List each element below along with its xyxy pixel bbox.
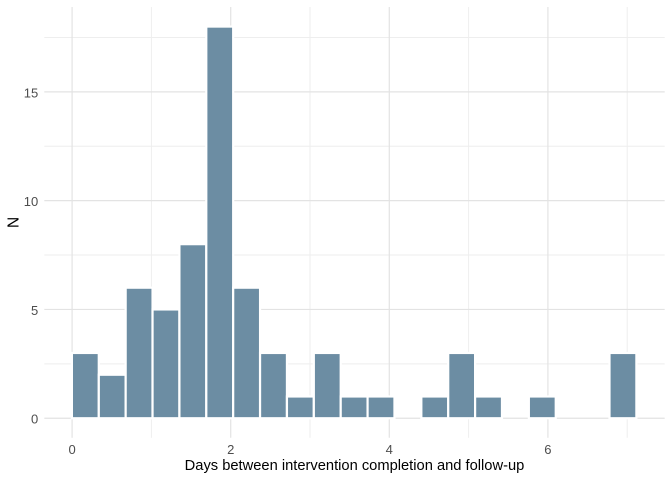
svg-text:2: 2	[227, 442, 234, 457]
svg-text:N: N	[6, 217, 23, 228]
svg-text:4: 4	[386, 442, 393, 457]
svg-text:0: 0	[31, 412, 38, 427]
svg-text:15: 15	[24, 85, 38, 100]
svg-text:6: 6	[544, 442, 551, 457]
svg-text:Days between intervention comp: Days between intervention completion and…	[185, 458, 525, 474]
svg-text:10: 10	[24, 194, 38, 209]
svg-text:0: 0	[68, 442, 75, 457]
svg-text:5: 5	[31, 303, 38, 318]
